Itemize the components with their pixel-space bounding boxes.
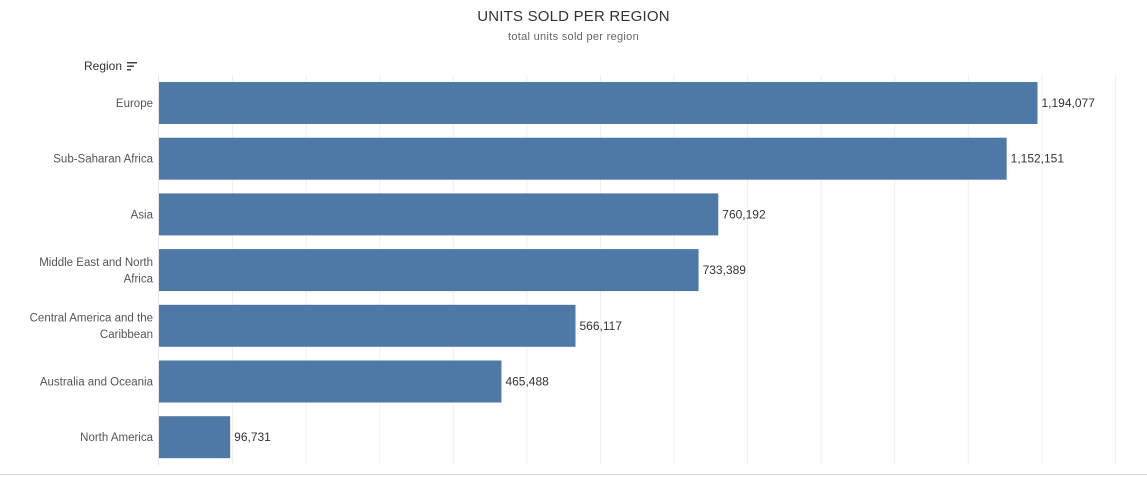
category-label: Asia: [131, 209, 154, 221]
category-label: Central America and the Caribbean: [30, 313, 153, 342]
bar-value-label: 96,731: [234, 430, 271, 444]
category-label: North America: [80, 432, 153, 444]
category-label: Australia and Oceania: [40, 377, 154, 389]
category-label: Sub-Saharan Africa: [53, 154, 153, 166]
bottom-divider: [0, 474, 1147, 475]
bar[interactable]: [159, 249, 699, 292]
region-header-label: Region: [84, 59, 123, 73]
bar[interactable]: [159, 82, 1038, 124]
sort-descending-icon[interactable]: [126, 60, 138, 72]
chart-title: UNITS SOLD PER REGION: [477, 8, 670, 25]
category-label: Middle East and North Africa: [39, 257, 153, 286]
chart-subtitle: total units sold per region: [507, 31, 639, 43]
bar-value-label: 1,152,151: [1011, 152, 1065, 166]
bar-value-label: 465,488: [505, 375, 549, 389]
bar[interactable]: [159, 360, 502, 403]
region-header: Region: [84, 59, 138, 73]
bar[interactable]: [159, 304, 576, 347]
category-label: Europe: [116, 98, 153, 110]
bar-value-label: 1,194,077: [1042, 96, 1096, 110]
bar-value-label: 566,117: [580, 319, 623, 333]
bar[interactable]: [159, 137, 1007, 180]
bar[interactable]: [159, 416, 231, 459]
bar[interactable]: [159, 193, 719, 236]
bar-value-label: 733,389: [703, 263, 747, 277]
bar-value-label: 760,192: [722, 207, 766, 221]
